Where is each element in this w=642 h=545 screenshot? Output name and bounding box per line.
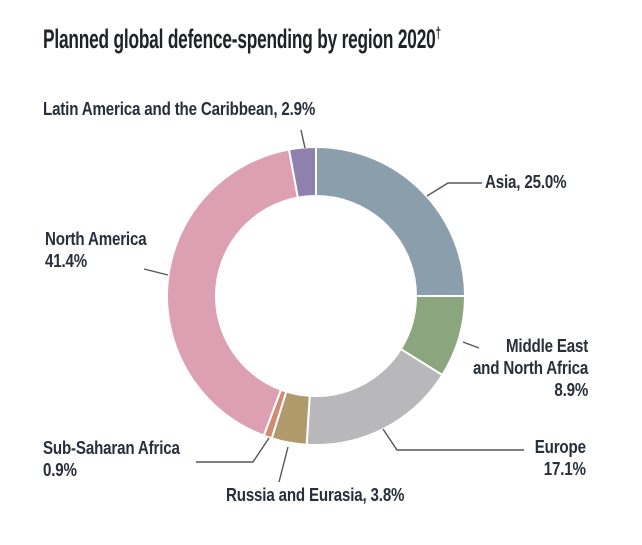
label-north-america-line1: North America: [45, 229, 147, 249]
donut-slice-north-america: [166, 148, 300, 437]
label-north-america: North America 41.4%: [45, 229, 147, 273]
label-sub-saharan: Sub-Saharan Africa 0.9%: [43, 438, 180, 482]
donut-slice-europe: [305, 347, 444, 447]
leader-russia: [278, 446, 289, 483]
label-mena: Middle East and North Africa 8.9%: [473, 336, 588, 402]
label-mena-line1: Middle East: [505, 336, 588, 356]
leader-north-america: [143, 268, 169, 276]
dagger-footnote-marker: †: [435, 25, 442, 42]
donut-slice-asia: [315, 145, 467, 297]
label-north-america-line2: 41.4%: [45, 250, 88, 271]
label-russia-line1: Russia and Eurasia, 3.8%: [226, 485, 405, 505]
donut-slices: [166, 145, 467, 447]
label-mena-line3: 8.9%: [554, 379, 588, 400]
label-sub-saharan-line1: Sub-Saharan Africa: [43, 438, 180, 458]
label-latin-america-line1: Latin America and the Caribbean, 2.9%: [43, 99, 316, 119]
label-europe-line2: 17.1%: [543, 458, 586, 479]
chart-title: Planned global defence-spending by regio…: [43, 24, 441, 55]
leader-mena: [462, 341, 480, 349]
label-mena-line2: and North Africa: [472, 357, 588, 378]
label-latin-america: Latin America and the Caribbean, 2.9%: [43, 99, 315, 121]
label-europe-line1: Europe: [534, 437, 586, 457]
leader-lines: [143, 129, 524, 483]
label-russia: Russia and Eurasia, 3.8%: [226, 485, 405, 507]
leader-asia: [426, 182, 482, 197]
leader-latin-america: [300, 129, 306, 149]
donut-slice-latin-america-and-the-caribbean: [287, 145, 317, 199]
label-asia: Asia, 25.0%: [485, 172, 567, 194]
label-europe: Europe 17.1%: [535, 437, 586, 481]
leader-sub-saharan: [196, 437, 270, 463]
label-sub-saharan-line2: 0.9%: [43, 459, 77, 480]
leader-europe: [382, 428, 524, 451]
label-asia-line1: Asia, 25.0%: [485, 172, 567, 192]
chart-title-text: Planned global defence-spending by regio…: [43, 24, 436, 54]
